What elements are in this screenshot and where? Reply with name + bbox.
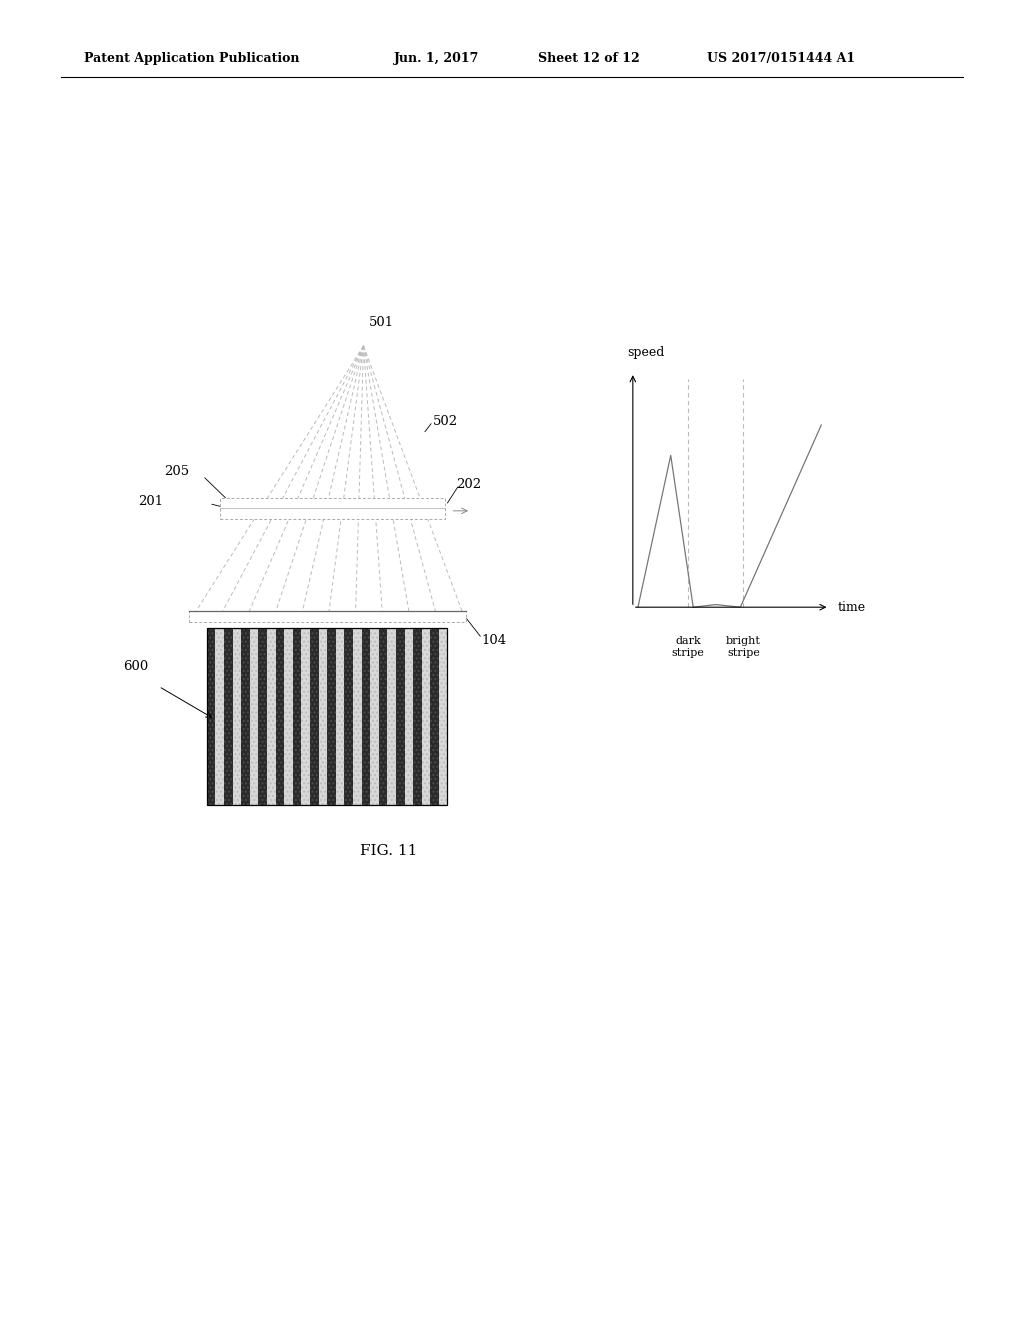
Bar: [370, 628, 379, 805]
Text: 201: 201: [138, 495, 164, 508]
Bar: [285, 628, 293, 805]
Text: bright
stripe: bright stripe: [726, 636, 761, 657]
Bar: [361, 628, 370, 805]
Bar: [232, 628, 242, 805]
Bar: [224, 628, 232, 805]
Bar: [344, 628, 353, 805]
Bar: [207, 628, 215, 805]
Text: 205: 205: [164, 465, 189, 478]
Text: US 2017/0151444 A1: US 2017/0151444 A1: [707, 51, 855, 65]
Bar: [413, 628, 422, 805]
Text: time: time: [838, 601, 865, 614]
Bar: [353, 628, 361, 805]
Bar: [396, 628, 404, 805]
Bar: [207, 628, 447, 805]
Text: FIG. 11: FIG. 11: [360, 845, 418, 858]
Bar: [189, 611, 466, 622]
Bar: [220, 498, 445, 519]
Bar: [387, 628, 396, 805]
Bar: [328, 628, 336, 805]
Bar: [336, 628, 344, 805]
Bar: [250, 628, 258, 805]
Text: 104: 104: [481, 634, 507, 647]
Bar: [267, 628, 275, 805]
Bar: [293, 628, 301, 805]
Text: speed: speed: [628, 346, 665, 359]
Bar: [215, 628, 224, 805]
Bar: [275, 628, 285, 805]
Bar: [439, 628, 447, 805]
Text: Sheet 12 of 12: Sheet 12 of 12: [538, 51, 639, 65]
Bar: [310, 628, 318, 805]
Bar: [242, 628, 250, 805]
Text: Jun. 1, 2017: Jun. 1, 2017: [394, 51, 479, 65]
Text: dark
stripe: dark stripe: [672, 636, 705, 657]
Text: Patent Application Publication: Patent Application Publication: [84, 51, 299, 65]
Text: 600: 600: [123, 660, 148, 673]
Text: 501: 501: [369, 315, 394, 329]
Bar: [422, 628, 430, 805]
Bar: [258, 628, 267, 805]
Bar: [318, 628, 328, 805]
Bar: [207, 628, 447, 805]
Text: 202: 202: [456, 478, 481, 491]
Bar: [301, 628, 310, 805]
Text: 502: 502: [433, 414, 459, 428]
Bar: [404, 628, 413, 805]
Bar: [430, 628, 439, 805]
Bar: [379, 628, 387, 805]
